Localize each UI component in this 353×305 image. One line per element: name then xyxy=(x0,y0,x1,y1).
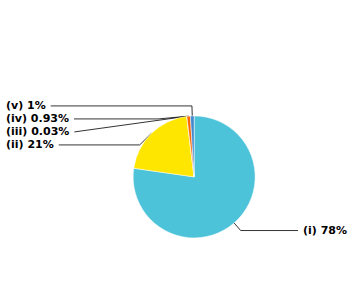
svg-text:(ii) 21%: (ii) 21% xyxy=(6,138,54,151)
svg-text:(iii) 0.03%: (iii) 0.03% xyxy=(6,125,69,138)
svg-text:(i) 78%: (i) 78% xyxy=(303,224,347,237)
svg-text:(iv) 0.93%: (iv) 0.93% xyxy=(6,112,69,125)
svg-text:(v) 1%: (v) 1% xyxy=(6,99,46,112)
